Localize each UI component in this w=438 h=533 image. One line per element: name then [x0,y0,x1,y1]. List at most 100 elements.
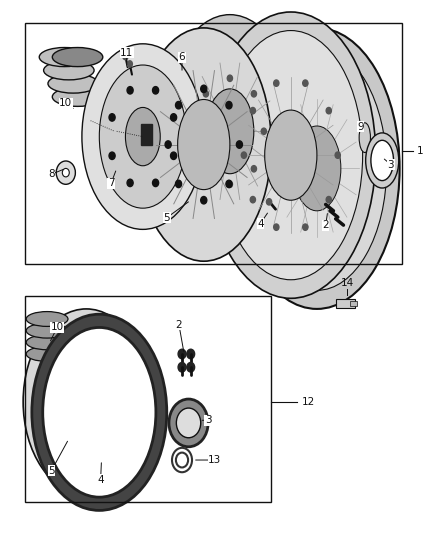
Circle shape [335,152,340,158]
Text: 4: 4 [257,219,264,229]
Circle shape [237,141,243,148]
Circle shape [127,61,132,67]
Circle shape [251,91,257,97]
Circle shape [178,362,186,372]
Ellipse shape [172,448,192,472]
Circle shape [226,101,232,109]
Circle shape [68,335,74,342]
Text: 14: 14 [341,278,354,288]
Ellipse shape [43,327,156,497]
Bar [350,301,357,306]
Ellipse shape [219,30,363,280]
Circle shape [109,114,115,121]
Circle shape [93,333,99,341]
Ellipse shape [44,61,94,80]
Ellipse shape [23,309,149,495]
Circle shape [38,418,44,426]
Ellipse shape [247,46,387,290]
Ellipse shape [48,74,99,93]
Circle shape [193,128,198,134]
Circle shape [227,181,233,188]
Circle shape [98,461,104,469]
Circle shape [250,108,255,114]
Circle shape [326,197,332,203]
Circle shape [127,86,133,94]
Circle shape [48,354,54,361]
Circle shape [170,152,177,159]
Circle shape [165,141,171,148]
Text: 8: 8 [48,169,55,179]
Text: 5: 5 [163,213,170,223]
Ellipse shape [371,140,393,181]
Circle shape [241,152,247,158]
Ellipse shape [62,168,69,177]
Circle shape [250,197,255,203]
Circle shape [127,179,133,187]
Ellipse shape [52,47,103,67]
Text: 5: 5 [48,466,55,475]
Circle shape [326,108,332,114]
Bar [25,22,402,264]
Circle shape [115,349,121,356]
Ellipse shape [293,126,341,211]
Ellipse shape [39,47,90,67]
Circle shape [251,166,257,172]
Ellipse shape [136,28,271,261]
Ellipse shape [36,325,136,479]
Circle shape [170,114,177,121]
Text: 12: 12 [302,397,315,407]
Text: 9: 9 [357,122,364,132]
Ellipse shape [99,65,186,208]
Ellipse shape [169,399,208,447]
Ellipse shape [26,323,68,338]
Ellipse shape [177,408,201,438]
Circle shape [303,80,308,86]
Ellipse shape [206,12,376,298]
Circle shape [176,180,182,188]
Ellipse shape [52,87,103,107]
Circle shape [266,199,272,205]
Circle shape [226,180,232,188]
Ellipse shape [176,453,188,467]
Text: 2: 2 [176,320,182,330]
Ellipse shape [206,89,254,174]
Circle shape [303,224,308,230]
Circle shape [176,101,182,109]
Ellipse shape [26,335,68,350]
Ellipse shape [26,346,68,361]
Ellipse shape [162,14,297,248]
Circle shape [203,91,208,97]
Ellipse shape [366,133,399,188]
Text: 3: 3 [388,160,394,169]
Ellipse shape [32,314,167,511]
Text: 3: 3 [205,415,212,425]
Circle shape [201,197,207,204]
Circle shape [178,349,186,359]
Circle shape [152,86,159,94]
Circle shape [109,152,115,159]
Circle shape [201,85,207,93]
Circle shape [36,384,42,392]
Ellipse shape [265,110,317,200]
Bar [336,300,355,308]
Circle shape [274,80,279,86]
Ellipse shape [178,100,230,190]
Circle shape [152,179,159,187]
Circle shape [123,53,128,60]
Text: 1: 1 [417,146,424,156]
Text: 4: 4 [97,475,104,484]
Circle shape [187,362,194,372]
Circle shape [274,224,279,230]
Circle shape [261,128,266,134]
Text: 13: 13 [208,455,221,465]
Bar [25,296,271,503]
Circle shape [227,75,233,82]
Ellipse shape [82,44,204,229]
Circle shape [73,463,79,470]
Circle shape [129,377,135,385]
Bar [141,124,152,144]
Circle shape [203,166,208,172]
Circle shape [119,442,125,450]
Text: 10: 10 [59,98,72,108]
Text: 2: 2 [322,220,329,230]
